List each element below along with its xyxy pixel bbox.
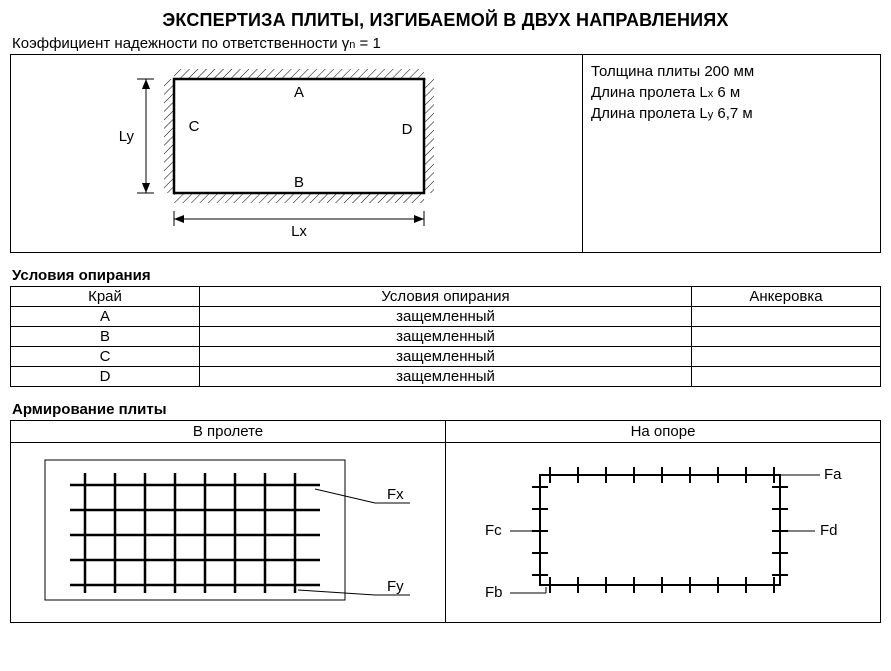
support-th-anchor: Анкеровка <box>692 287 881 307</box>
support-section-title: Условия опирания <box>12 267 881 284</box>
label-b: B <box>294 174 304 191</box>
rebar-span-diagram: Fx Fy <box>15 445 435 615</box>
params-cell: Толщина плиты 200 мм Длина пролета Lx 6 … <box>583 55 881 253</box>
support-cell: защемленный <box>200 367 692 387</box>
ly-label: Длина пролета L <box>591 105 708 122</box>
table-row: A защемленный <box>11 307 881 327</box>
support-cell: B <box>11 327 200 347</box>
rebar-th-support: На опоре <box>446 421 881 443</box>
support-cell <box>692 367 881 387</box>
label-fd: Fd <box>820 522 838 539</box>
rebar-support-diagram: Fa Fd Fc Fb <box>450 445 870 615</box>
rebar-support-cell: Fa Fd Fc Fb <box>446 443 881 623</box>
lx-label: Длина пролета L <box>591 84 708 101</box>
label-fb: Fb <box>485 584 503 601</box>
label-c: C <box>189 118 200 135</box>
thickness-label: Толщина плиты <box>591 63 704 80</box>
support-cell: D <box>11 367 200 387</box>
lx-value: 6 м <box>713 84 740 101</box>
label-d: D <box>402 121 413 138</box>
label-a: A <box>294 84 304 101</box>
geometry-diagram-cell: A B C D Ly Lx <box>11 55 583 253</box>
param-thickness: Толщина плиты 200 мм <box>591 61 872 82</box>
label-fy: Fy <box>387 578 404 595</box>
coeff-line: Коэффициент надежности по ответственност… <box>12 35 881 52</box>
slab-diagram: A B C D Ly Lx <box>19 61 559 241</box>
label-lx: Lx <box>291 223 307 240</box>
label-ly: Ly <box>119 128 135 145</box>
rebar-span-cell: Fx Fy <box>11 443 446 623</box>
label-fx: Fx <box>387 486 404 503</box>
label-fc: Fc <box>485 522 502 539</box>
support-cell <box>692 347 881 367</box>
support-cell: защемленный <box>200 347 692 367</box>
rebar-table: В пролете На опоре <box>10 420 881 623</box>
support-th-edge: Край <box>11 287 200 307</box>
rebar-th-span: В пролете <box>11 421 446 443</box>
thickness-value: 200 мм <box>704 63 754 80</box>
label-fa: Fa <box>824 466 842 483</box>
support-cell <box>692 307 881 327</box>
param-lx: Длина пролета Lx 6 м <box>591 82 872 103</box>
table-row: C защемленный <box>11 347 881 367</box>
param-ly: Длина пролета Ly 6,7 м <box>591 103 872 124</box>
support-cell: A <box>11 307 200 327</box>
table-row: B защемленный <box>11 327 881 347</box>
support-cell: защемленный <box>200 327 692 347</box>
support-cell: C <box>11 347 200 367</box>
page-title: ЭКСПЕРТИЗА ПЛИТЫ, ИЗГИБАЕМОЙ В ДВУХ НАПР… <box>10 10 881 31</box>
support-cell <box>692 327 881 347</box>
coeff-eq: = 1 <box>355 35 380 52</box>
table-row: D защемленный <box>11 367 881 387</box>
coeff-label: Коэффициент надежности по ответственност… <box>12 35 349 52</box>
geometry-panel: A B C D Ly Lx Толщин <box>10 54 881 253</box>
support-th-cond: Условия опирания <box>200 287 692 307</box>
ly-value: 6,7 м <box>713 105 753 122</box>
support-table: Край Условия опирания Анкеровка A защемл… <box>10 286 881 387</box>
rebar-section-title: Армирование плиты <box>12 401 881 418</box>
support-cell: защемленный <box>200 307 692 327</box>
